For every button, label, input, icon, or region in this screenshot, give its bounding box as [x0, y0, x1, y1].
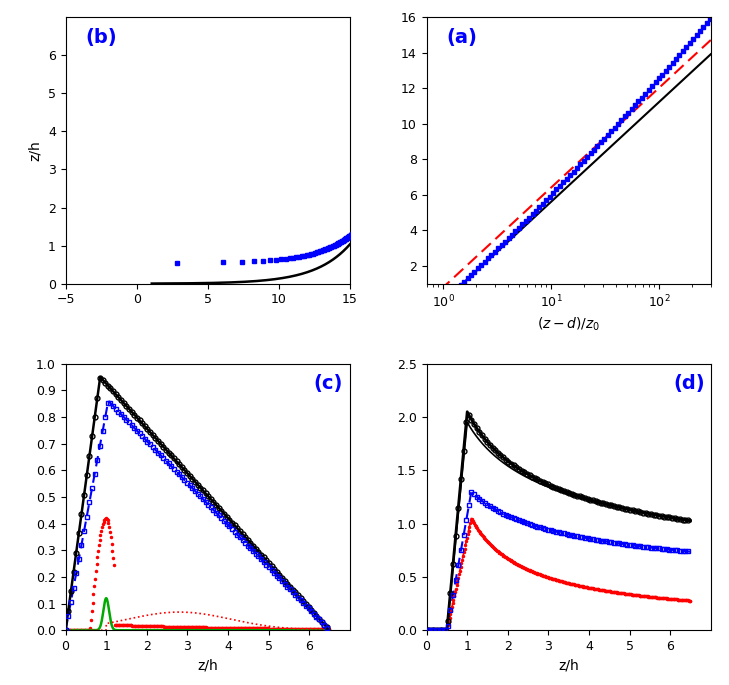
X-axis label: $(z-d)/z_0$: $(z-d)/z_0$: [537, 316, 601, 333]
X-axis label: z/h: z/h: [198, 658, 218, 673]
Text: (b): (b): [85, 28, 117, 47]
Text: (c): (c): [313, 374, 342, 393]
Y-axis label: z/h: z/h: [28, 140, 42, 161]
X-axis label: z/h: z/h: [558, 658, 579, 673]
Text: (d): (d): [674, 374, 706, 393]
Text: (a): (a): [446, 28, 477, 47]
